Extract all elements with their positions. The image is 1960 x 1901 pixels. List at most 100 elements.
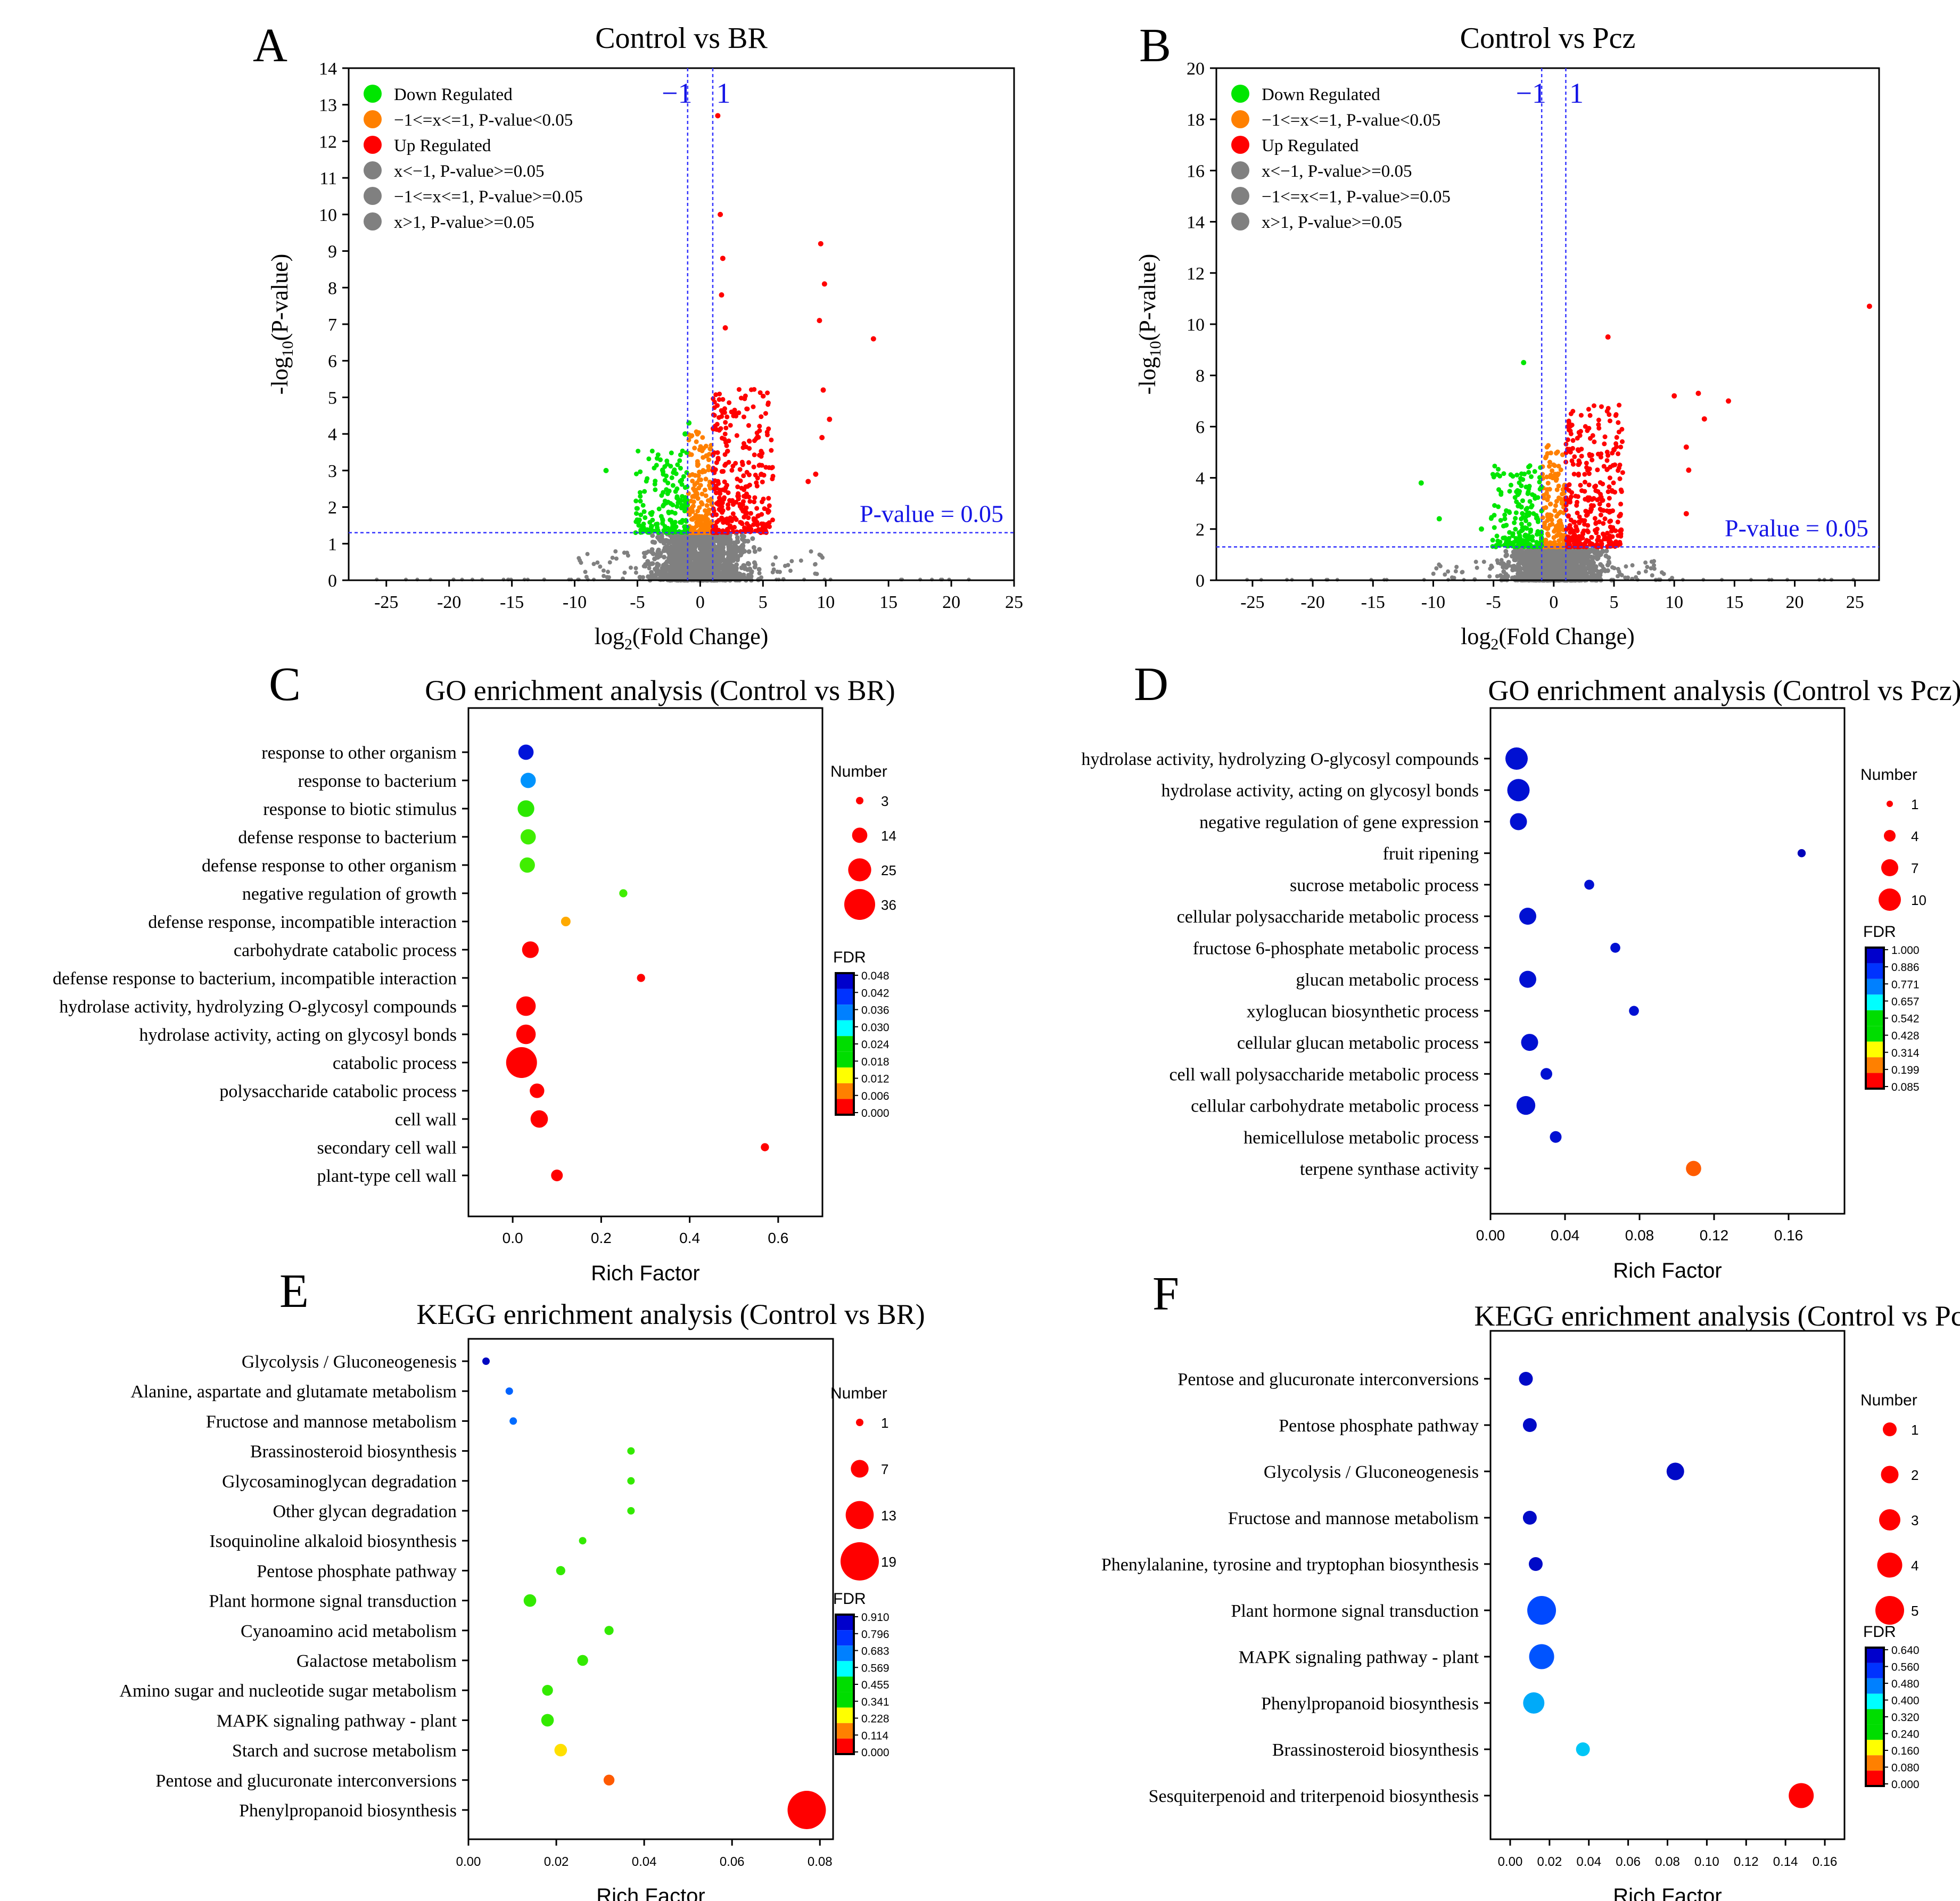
point-nonsignificant [633, 566, 638, 571]
point-nonsignificant [771, 562, 776, 567]
point-nonsignificant [1499, 558, 1504, 563]
point-up-regulated [714, 512, 719, 517]
point-down-regulated [641, 525, 646, 530]
point-down-regulated [1529, 503, 1535, 508]
point-up [805, 479, 811, 484]
color-legend-swatch [1866, 948, 1884, 964]
point-down-regulated [684, 470, 689, 475]
point-up-regulated [722, 479, 727, 484]
volcano-plot-A: −1 1P-value = 0.05-25 -20 -15 -10 -5 0 5 10 15 20 2… [267, 22, 1023, 653]
data-point [1523, 1692, 1545, 1714]
y-tick-label: 20 [1187, 59, 1205, 79]
point-nonsignificant [1513, 557, 1518, 563]
color-legend-swatch [1866, 1057, 1884, 1073]
x-tick-label: 25 [1846, 592, 1864, 612]
point-up-regulated [1610, 463, 1616, 468]
point-down-regulated [638, 498, 643, 504]
point-up [1671, 393, 1677, 399]
point-up-regulated [754, 506, 760, 511]
point-down-regulated [1532, 469, 1537, 474]
point-down-regulated [664, 487, 669, 492]
data-point [1528, 1557, 1543, 1571]
color-legend: FDR0.6400.5600.4800.4000.3200.2400.1600.… [1863, 1623, 1920, 1791]
point-mid-significant [699, 501, 705, 507]
point-up-regulated [1587, 413, 1593, 418]
size-legend-label: 4 [1911, 1558, 1918, 1574]
point-up [1683, 511, 1689, 516]
category-label: polysaccharide catabolic process [219, 1082, 457, 1101]
color-legend-label: 0.036 [861, 1005, 890, 1017]
point-up-regulated [1592, 516, 1597, 521]
point-up-regulated [739, 506, 744, 512]
point-nonsignificant [1568, 572, 1573, 577]
point-down-regulated [1519, 505, 1524, 510]
point-mid-significant [697, 477, 702, 482]
data-point [561, 917, 571, 926]
size-legend-label: 36 [881, 897, 896, 913]
point-nonsignificant [1588, 564, 1594, 569]
point-mid-significant [1547, 501, 1553, 507]
point-up-regulated [743, 484, 748, 489]
y-axis-label: -log10(P-value) [267, 254, 297, 395]
point-down-regulated [1531, 511, 1536, 516]
point-up-regulated [1610, 525, 1616, 530]
point-down-regulated [1502, 512, 1508, 517]
point-mid-significant [694, 491, 699, 496]
point-mid-significant [1541, 492, 1546, 498]
data-point [522, 941, 539, 958]
point-up-regulated [733, 460, 738, 466]
point-mid-significant [706, 457, 711, 463]
point-down-regulated [1539, 508, 1544, 514]
point-nonsignificant [728, 550, 734, 556]
point-up-regulated [734, 433, 739, 438]
point-up-regulated [720, 397, 726, 402]
point-nonsignificant [1567, 549, 1572, 555]
point-down-regulated [658, 514, 664, 519]
point-nonsignificant [741, 534, 746, 539]
chart-title: Control vs Pcz [1460, 22, 1636, 55]
point-up [819, 435, 825, 441]
x-tick-label: 0.02 [544, 1855, 569, 1869]
point-nonsignificant [1551, 570, 1556, 575]
data-point [1550, 1131, 1562, 1143]
data-point [604, 1626, 614, 1635]
legend-marker [364, 161, 382, 179]
point-up [1605, 334, 1611, 340]
point-up-regulated [720, 530, 726, 535]
size-legend-marker [1881, 1466, 1899, 1484]
size-legend-marker [844, 889, 875, 920]
point-mid-significant [694, 439, 699, 445]
point-down-regulated [641, 509, 647, 514]
y-tick-label: 2 [328, 498, 337, 518]
point-down-regulated [681, 474, 686, 479]
panel-letter-D: D [1134, 658, 1168, 711]
plot-frame [467, 707, 823, 1217]
point-down-regulated [1494, 533, 1500, 539]
point-mid-significant [695, 432, 700, 437]
x-tick-label: 0.06 [720, 1855, 745, 1869]
point-nonsignificant [610, 555, 615, 560]
point-nonsignificant [1589, 571, 1594, 576]
category-label: Starch and sucrose metabolism [232, 1741, 457, 1761]
point-down-regulated [649, 448, 655, 454]
point-down-regulated [636, 448, 641, 454]
point-up-regulated [746, 460, 752, 465]
data-point [530, 1083, 545, 1098]
point-mid-significant [695, 459, 700, 464]
point-up-regulated [746, 423, 751, 428]
point-down-regulated [1490, 472, 1495, 477]
point-up-regulated [766, 426, 771, 432]
x-tick-label: 15 [1725, 592, 1743, 612]
point-up-regulated [722, 452, 728, 457]
point-up-regulated [752, 499, 757, 505]
color-legend-label: 0.085 [1891, 1081, 1920, 1093]
point-up-regulated [1592, 484, 1597, 489]
x-tick-label: 0.08 [1655, 1855, 1680, 1869]
size-legend-marker [845, 1501, 874, 1529]
legend-marker [1231, 187, 1249, 205]
y-tick-label: 0 [1196, 571, 1205, 591]
point-up-regulated [1612, 490, 1618, 495]
y-tick-label: 6 [1196, 417, 1205, 437]
point-down-regulated [1493, 544, 1498, 549]
category-label: response to bacterium [298, 771, 457, 791]
